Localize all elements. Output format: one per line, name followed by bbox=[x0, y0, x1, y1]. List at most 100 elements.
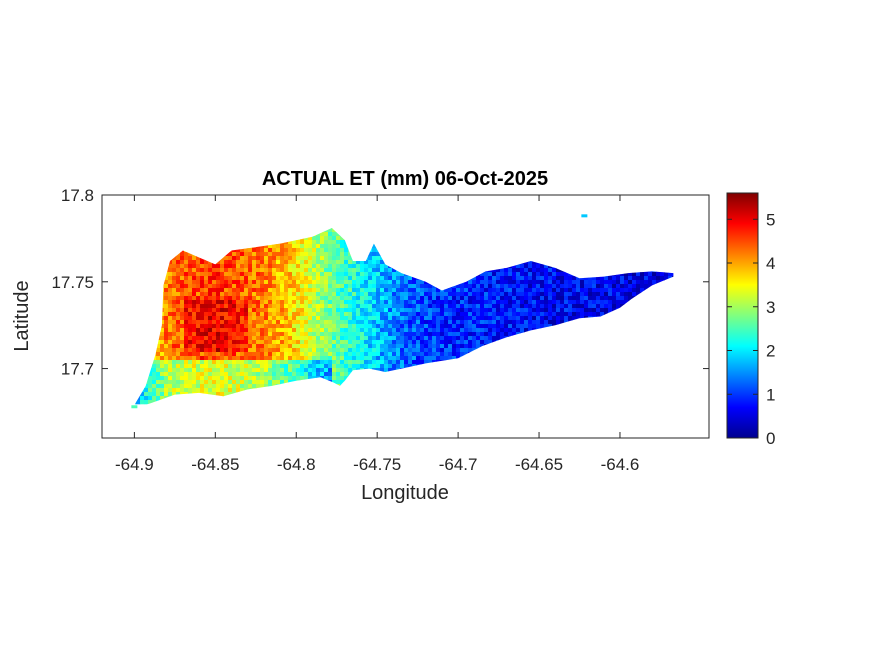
heatmap-cell bbox=[284, 296, 289, 301]
heatmap-cell bbox=[476, 284, 481, 289]
heatmap-cell bbox=[556, 276, 561, 281]
heatmap-cell bbox=[248, 288, 253, 293]
heatmap-cell bbox=[220, 304, 225, 309]
heatmap-cell bbox=[264, 276, 269, 281]
heatmap-cell bbox=[444, 328, 449, 333]
heatmap-cell bbox=[320, 272, 325, 277]
heatmap-cell bbox=[348, 284, 353, 289]
heatmap-cell bbox=[628, 280, 633, 285]
heatmap-cell bbox=[336, 292, 341, 297]
heatmap-cell bbox=[508, 288, 513, 293]
heatmap-cell bbox=[320, 292, 325, 297]
heatmap-cell bbox=[272, 316, 277, 321]
heatmap-cell bbox=[360, 284, 365, 289]
heatmap-cell bbox=[332, 328, 337, 333]
heatmap-cell bbox=[388, 304, 393, 309]
heatmap-cell bbox=[536, 284, 541, 289]
heatmap-cell bbox=[472, 304, 477, 309]
heatmap-cell bbox=[304, 244, 309, 249]
heatmap-cell bbox=[440, 340, 445, 345]
heatmap-cell bbox=[180, 272, 185, 277]
heatmap-cell bbox=[280, 244, 285, 249]
heatmap-cell bbox=[524, 320, 529, 325]
heatmap-cell bbox=[188, 280, 193, 285]
heatmap-cell bbox=[240, 352, 245, 357]
heatmap-cell bbox=[276, 352, 281, 357]
heatmap-cell bbox=[336, 276, 341, 281]
heatmap-cell bbox=[312, 296, 317, 301]
heatmap-cell bbox=[236, 324, 241, 329]
heatmap-cell bbox=[336, 324, 341, 329]
heatmap-cell bbox=[172, 272, 177, 277]
heatmap-cell bbox=[252, 348, 257, 353]
heatmap-cell bbox=[224, 272, 229, 277]
heatmap-cell bbox=[280, 292, 285, 297]
heatmap-cell bbox=[528, 288, 533, 293]
heatmap-cell bbox=[372, 276, 377, 281]
heatmap-cell bbox=[448, 324, 453, 329]
heatmap-cell bbox=[620, 272, 625, 277]
heatmap-cell bbox=[204, 260, 209, 265]
heatmap-cell bbox=[232, 272, 237, 277]
heatmap-cell bbox=[216, 340, 221, 345]
heatmap-cell bbox=[220, 340, 225, 345]
heatmap-cell bbox=[200, 348, 205, 353]
heatmap-cell bbox=[444, 300, 449, 305]
heatmap-cell bbox=[336, 312, 341, 317]
heatmap-cell bbox=[284, 280, 289, 285]
heatmap-cell bbox=[260, 284, 265, 289]
heatmap-cell bbox=[480, 340, 485, 345]
heatmap-cell bbox=[184, 352, 189, 357]
heatmap-cell bbox=[532, 300, 537, 305]
heatmap-cell bbox=[600, 280, 605, 285]
heatmap-cell bbox=[512, 312, 517, 317]
heatmap-cell bbox=[432, 296, 437, 301]
heatmap-cell bbox=[340, 284, 345, 289]
heatmap-cell bbox=[404, 288, 409, 293]
heatmap-cell bbox=[476, 280, 481, 285]
heatmap-cell bbox=[384, 332, 389, 337]
heatmap-cell bbox=[252, 328, 257, 333]
heatmap-cell bbox=[552, 280, 557, 285]
heatmap-cell bbox=[196, 304, 201, 309]
heatmap-cell bbox=[380, 268, 385, 273]
heatmap-cell bbox=[260, 316, 265, 321]
heatmap-cell bbox=[476, 336, 481, 341]
heatmap-cell bbox=[500, 316, 505, 321]
heatmap-cell bbox=[232, 340, 237, 345]
heatmap-cell bbox=[320, 240, 325, 245]
heatmap-cell bbox=[336, 304, 341, 309]
heatmap-cell bbox=[300, 300, 305, 305]
heatmap-cell bbox=[488, 316, 493, 321]
heatmap-cell bbox=[300, 328, 305, 333]
heatmap-cell bbox=[372, 340, 377, 345]
heatmap-cell bbox=[228, 284, 233, 289]
heatmap-cell bbox=[416, 308, 421, 313]
heatmap-cell bbox=[604, 288, 609, 293]
heatmap-cell bbox=[652, 280, 657, 285]
heatmap-cell bbox=[500, 284, 505, 289]
heatmap-cell bbox=[608, 292, 613, 297]
heatmap-cell bbox=[344, 352, 349, 357]
heatmap-cell bbox=[556, 280, 561, 285]
heatmap-cell bbox=[504, 312, 509, 317]
heatmap-cell bbox=[460, 308, 465, 313]
heatmap-cell bbox=[428, 288, 433, 293]
heatmap-cell bbox=[400, 336, 405, 341]
heatmap-cell bbox=[176, 332, 181, 337]
heatmap-cell bbox=[488, 308, 493, 313]
heatmap-cell bbox=[376, 300, 381, 305]
heatmap-cell bbox=[388, 284, 393, 289]
heatmap-cell bbox=[272, 328, 277, 333]
heatmap-cell bbox=[328, 256, 333, 261]
heatmap-cell bbox=[584, 288, 589, 293]
heatmap-cell bbox=[528, 324, 533, 329]
heatmap-cell bbox=[344, 248, 349, 253]
heatmap-cell bbox=[164, 284, 169, 289]
heatmap-cell bbox=[172, 260, 177, 265]
heatmap-cell bbox=[568, 276, 573, 281]
heatmap-cell bbox=[224, 312, 229, 317]
heatmap-cell bbox=[400, 272, 405, 277]
heatmap-cell bbox=[216, 296, 221, 301]
heatmap-cell bbox=[400, 276, 405, 281]
